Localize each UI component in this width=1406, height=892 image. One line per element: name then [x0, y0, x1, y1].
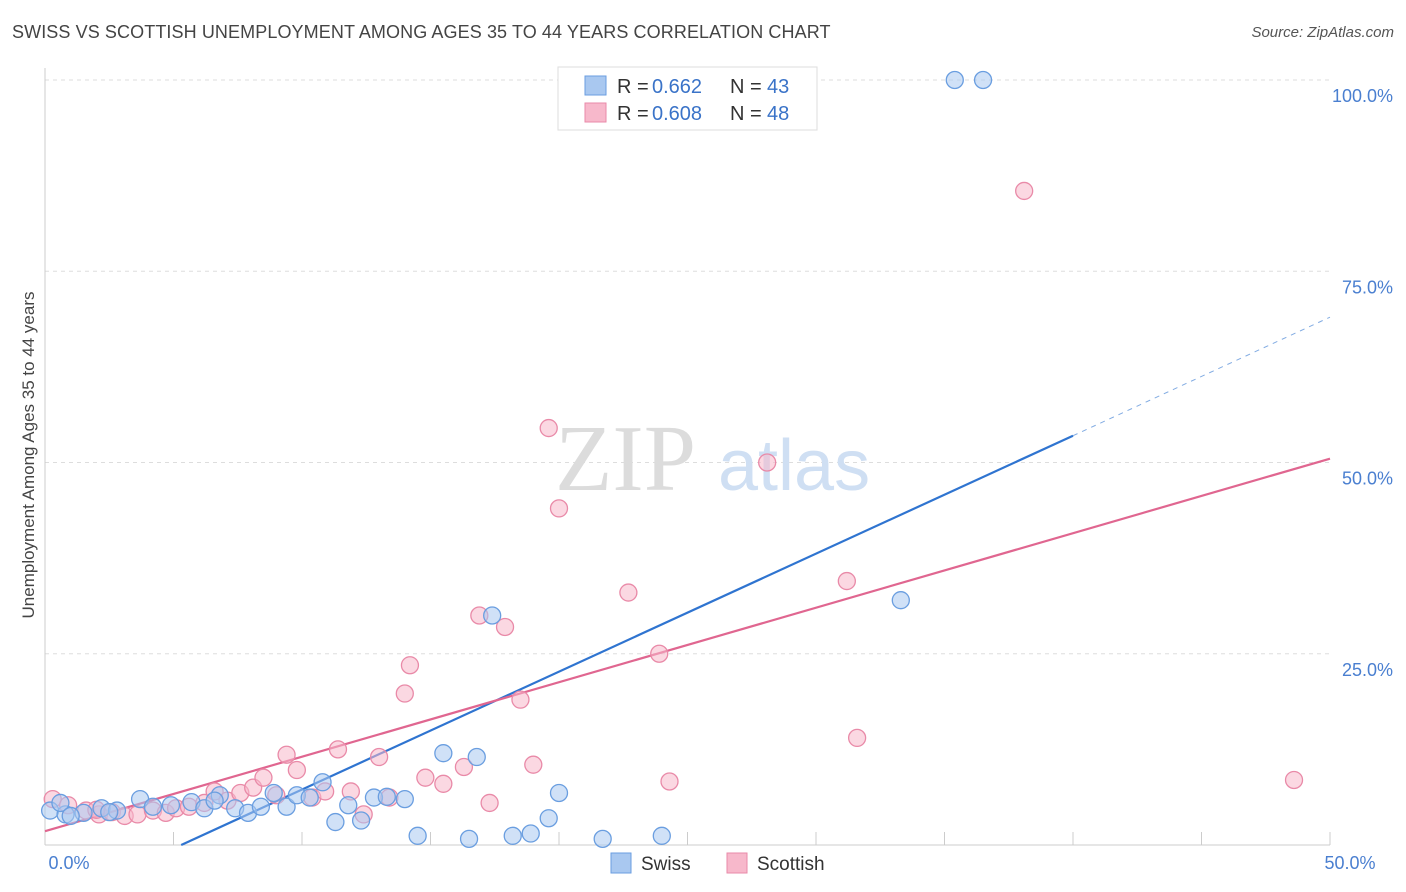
point-scottish	[524, 755, 543, 774]
source-credit: Source: ZipAtlas.com	[1251, 24, 1394, 41]
point-scottish	[369, 747, 389, 767]
point-swiss	[408, 826, 427, 845]
point-swiss	[61, 806, 80, 826]
point-swiss	[100, 802, 119, 822]
point-swiss	[300, 788, 319, 807]
y-tick-label: 100.0%	[1332, 86, 1393, 106]
point-scottish	[395, 684, 414, 703]
point-swiss	[459, 829, 479, 849]
point-scottish	[619, 583, 638, 602]
legend-n-label-swiss: N =	[730, 76, 762, 98]
trend-line-scottish	[44, 457, 1331, 833]
legend-r-value-swiss: 0.662	[652, 76, 702, 98]
legend-n-value-swiss: 43	[767, 76, 789, 98]
point-scottish	[1015, 181, 1034, 201]
point-swiss	[277, 797, 296, 816]
point-scottish	[454, 757, 474, 777]
point-swiss	[973, 70, 993, 90]
point-scottish	[480, 793, 499, 813]
point-swiss	[434, 744, 453, 763]
point-swiss	[652, 826, 671, 845]
point-swiss	[313, 773, 332, 792]
point-swiss	[143, 797, 163, 816]
point-swiss	[395, 789, 414, 809]
gridlines	[45, 79, 1330, 655]
point-swiss	[549, 783, 569, 803]
point-scottish	[847, 728, 867, 748]
legend: R = 0.662 N = 43 R = 0.608 N = 48	[557, 66, 818, 131]
point-scottish	[495, 617, 515, 637]
point-scottish	[416, 768, 435, 787]
point-swiss	[251, 797, 271, 816]
point-swiss	[377, 787, 396, 806]
point-scottish	[254, 768, 273, 787]
watermark: ZIP atlas	[555, 407, 870, 511]
bottom-legend: Swiss Scottish	[610, 852, 825, 875]
point-swiss	[51, 793, 70, 813]
point-scottish	[287, 760, 307, 780]
point-swiss	[326, 812, 345, 832]
y-tick-label: 25.0%	[1342, 660, 1393, 680]
legend-n-value-scottish: 48	[767, 103, 789, 125]
y-tick-labels: 25.0% 50.0% 75.0% 100.0%	[1332, 86, 1393, 680]
bottom-legend-label-swiss: Swiss	[641, 854, 691, 875]
bottom-legend-swatch-scottish	[726, 852, 748, 874]
point-scottish	[837, 571, 856, 591]
point-swiss	[264, 783, 283, 803]
point-swiss	[483, 606, 502, 625]
x-tick-label-max: 50.0%	[1324, 853, 1375, 873]
data-points	[40, 70, 1304, 849]
x-tick-label-min: 0.0%	[48, 853, 89, 873]
point-scottish	[128, 805, 147, 824]
bottom-legend-swatch-swiss	[610, 852, 632, 874]
point-swiss	[161, 796, 181, 815]
point-swiss	[351, 811, 371, 830]
y-tick-label: 75.0%	[1342, 277, 1393, 297]
watermark-zip: ZIP	[555, 407, 696, 511]
y-tick-label: 50.0%	[1342, 469, 1393, 489]
legend-r-label-swiss: R =	[617, 76, 649, 98]
trend-line-swiss-extension	[1072, 316, 1331, 437]
point-scottish	[277, 745, 296, 764]
point-swiss	[593, 829, 612, 849]
point-scottish	[400, 656, 420, 675]
point-swiss	[521, 824, 540, 843]
watermark-atlas: atlas	[718, 426, 870, 506]
legend-r-value-scottish: 0.608	[652, 103, 702, 125]
legend-n-label-scottish: N =	[730, 103, 762, 125]
x-tick-labels: 0.0% 50.0%	[48, 853, 1375, 873]
point-scottish	[549, 499, 569, 518]
point-scottish	[434, 774, 453, 793]
point-swiss	[539, 809, 558, 828]
point-scottish	[758, 453, 777, 472]
point-scottish	[539, 418, 558, 438]
x-ticks	[44, 832, 1331, 845]
point-scottish	[1284, 770, 1304, 790]
point-swiss	[945, 70, 964, 90]
point-swiss	[467, 747, 486, 767]
point-swiss	[205, 791, 224, 810]
chart-title: SWISS VS SCOTTISH UNEMPLOYMENT AMONG AGE…	[12, 22, 831, 42]
point-scottish	[650, 644, 669, 663]
legend-swatch-scottish	[584, 102, 607, 123]
point-swiss	[891, 591, 910, 610]
point-scottish	[511, 690, 530, 709]
bottom-legend-label-scottish: Scottish	[757, 854, 825, 875]
legend-r-label-scottish: R =	[617, 103, 649, 125]
point-scottish	[328, 740, 348, 759]
point-swiss	[503, 826, 522, 845]
trend-lines	[44, 316, 1331, 846]
point-swiss	[339, 796, 358, 815]
legend-swatch-swiss	[584, 75, 607, 96]
point-scottish	[660, 772, 679, 791]
